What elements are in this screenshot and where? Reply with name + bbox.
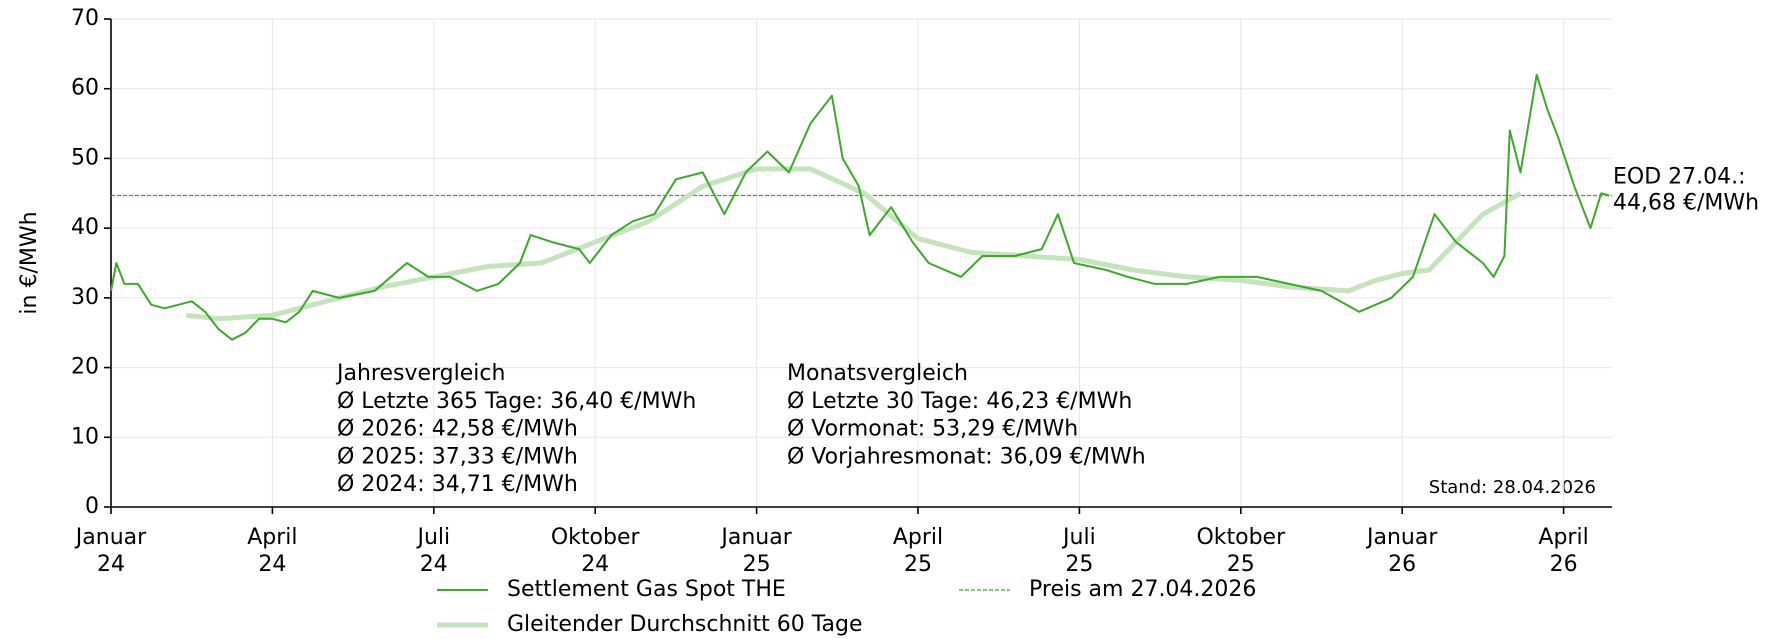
annotation-line: Ø Vormonat: 53,29 €/MWh <box>787 417 1078 442</box>
annotation-line: Ø 2026: 42,58 €/MWh <box>337 417 578 442</box>
y-tick-label: 60 <box>71 76 99 101</box>
y-tick-label: 10 <box>71 424 99 449</box>
y-axis-label: in €/MWh <box>17 211 42 314</box>
x-tick-label: April 26 <box>1538 525 1588 577</box>
x-tick-label: April 25 <box>893 525 943 577</box>
y-tick-label: 50 <box>71 145 99 170</box>
y-tick-label: 40 <box>71 215 99 240</box>
annotation-line: Ø Vorjahresmonat: 36,09 €/MWh <box>787 444 1146 469</box>
annotation-line: Ø Letzte 365 Tage: 36,40 €/MWh <box>337 389 696 414</box>
y-tick-label: 30 <box>71 285 99 310</box>
x-tick-label: Januar 26 <box>1365 525 1438 577</box>
y-tick-label: 70 <box>71 6 99 31</box>
x-tick-label: Juli 25 <box>1061 525 1096 577</box>
annotation-line: Ø 2024: 34,71 €/MWh <box>337 472 578 497</box>
reference-value-label: 44,68 €/MWh <box>1613 191 1759 216</box>
footnote: Stand: 28.04.2026 <box>1429 477 1596 498</box>
x-tick-label: Oktober 25 <box>1196 525 1286 577</box>
legend-label: Gleitender Durchschnitt 60 Tage <box>507 612 863 637</box>
x-tick-label: April 24 <box>247 525 297 577</box>
legend-label: Preis am 27.04.2026 <box>1029 577 1256 602</box>
x-tick-label: Oktober 24 <box>551 525 641 577</box>
annotation-line: Ø Letzte 30 Tage: 46,23 €/MWh <box>787 389 1132 414</box>
x-tick-label: Januar 25 <box>719 525 792 577</box>
annotation-line: Monatsvergleich <box>787 361 968 386</box>
legend-label: Settlement Gas Spot THE <box>507 577 786 602</box>
series-line <box>186 166 1522 322</box>
annotation-line: Jahresvergleich <box>335 361 505 386</box>
series-line <box>110 73 1610 341</box>
x-tick-label: Juli 24 <box>415 525 450 577</box>
x-tick-label: Januar 24 <box>74 525 147 577</box>
annotation-line: Ø 2025: 37,33 €/MWh <box>337 444 578 469</box>
y-tick-label: 0 <box>85 494 99 519</box>
y-tick-label: 20 <box>71 355 99 380</box>
reference-label: EOD 27.04.: <box>1613 165 1746 190</box>
